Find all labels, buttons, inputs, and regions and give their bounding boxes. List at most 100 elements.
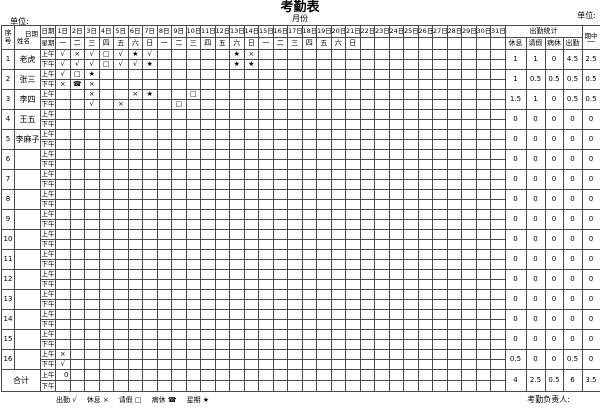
stat-value: 0.5 bbox=[504, 349, 527, 371]
attendance-cell: □ bbox=[98, 49, 114, 61]
attendance-cell bbox=[374, 149, 390, 161]
attendance-cell bbox=[185, 229, 201, 241]
attendance-cell bbox=[214, 139, 230, 151]
attendance-cell bbox=[461, 339, 477, 351]
attendance-cell bbox=[214, 69, 230, 81]
attendance-cell bbox=[84, 109, 100, 121]
attendance-cell bbox=[417, 69, 433, 81]
attendance-cell bbox=[316, 149, 332, 161]
attendance-cell bbox=[461, 219, 477, 231]
attendance-cell bbox=[185, 369, 201, 382]
attendance-cell bbox=[69, 239, 85, 251]
attendance-cell bbox=[272, 209, 288, 221]
weekday-header: 五 bbox=[214, 37, 230, 51]
attendance-cell bbox=[127, 139, 143, 151]
attendance-cell bbox=[461, 319, 477, 331]
attendance-cell bbox=[475, 359, 491, 371]
attendance-cell bbox=[403, 299, 419, 311]
attendance-cell bbox=[330, 279, 346, 291]
attendance-cell bbox=[171, 129, 187, 141]
attendance-cell bbox=[461, 199, 477, 211]
pm-label: 下午 bbox=[40, 259, 56, 271]
attendance-cell bbox=[142, 329, 158, 341]
attendance-cell bbox=[69, 99, 85, 111]
attendance-cell bbox=[214, 299, 230, 311]
attendance-cell bbox=[301, 229, 317, 241]
attendance-cell bbox=[490, 99, 506, 111]
am-label: 上午 bbox=[40, 309, 56, 321]
attendance-cell: ★ bbox=[127, 49, 143, 61]
stat-column-header: 请假 bbox=[525, 37, 546, 51]
attendance-cell bbox=[403, 79, 419, 91]
footer: 出勤 √ 休息 × 请假 □ 病休 ☎ 星期 ★ 考勤负责人: bbox=[56, 394, 570, 405]
attendance-cell bbox=[301, 89, 317, 101]
attendance-cell bbox=[374, 159, 390, 171]
attendance-cell bbox=[156, 339, 172, 351]
attendance-cell bbox=[316, 159, 332, 171]
attendance-cell bbox=[69, 149, 85, 161]
day-header: 15日 bbox=[258, 25, 274, 39]
attendance-cell bbox=[345, 179, 361, 191]
attendance-cell bbox=[446, 219, 462, 231]
attendance-cell bbox=[98, 259, 114, 271]
attendance-cell bbox=[156, 149, 172, 161]
attendance-cell bbox=[461, 359, 477, 371]
day-header: 27日 bbox=[432, 25, 448, 39]
stat-value: 0 bbox=[581, 269, 600, 291]
attendance-cell bbox=[258, 59, 274, 71]
attendance-cell bbox=[272, 239, 288, 251]
attendance-cell bbox=[330, 99, 346, 111]
attendance-cell bbox=[84, 259, 100, 271]
attendance-cell: √ bbox=[69, 59, 85, 71]
attendance-cell bbox=[330, 329, 346, 341]
attendance-cell bbox=[475, 199, 491, 211]
attendance-cell bbox=[214, 229, 230, 241]
stat-value: 0 bbox=[525, 229, 546, 251]
attendance-cell bbox=[432, 380, 448, 393]
attendance-cell bbox=[490, 329, 506, 341]
attendance-cell bbox=[243, 299, 259, 311]
attendance-cell bbox=[69, 319, 85, 331]
attendance-cell bbox=[359, 119, 375, 131]
attendance-cell bbox=[229, 339, 245, 351]
attendance-cell bbox=[359, 339, 375, 351]
attendance-cell bbox=[388, 109, 404, 121]
attendance-cell bbox=[127, 299, 143, 311]
attendance-cell bbox=[432, 119, 448, 131]
attendance-cell bbox=[272, 319, 288, 331]
attendance-cell bbox=[156, 49, 172, 61]
attendance-cell bbox=[359, 69, 375, 81]
attendance-cell bbox=[301, 259, 317, 271]
day-header: 3日 bbox=[84, 25, 100, 39]
attendance-cell bbox=[142, 79, 158, 91]
attendance-cell bbox=[388, 309, 404, 321]
attendance-cell bbox=[127, 309, 143, 321]
attendance-cell bbox=[359, 129, 375, 141]
attendance-cell bbox=[98, 79, 114, 91]
attendance-cell: ★ bbox=[84, 69, 100, 81]
attendance-cell bbox=[417, 299, 433, 311]
attendance-cell bbox=[490, 109, 506, 121]
attendance-cell bbox=[388, 99, 404, 111]
attendance-cell bbox=[301, 319, 317, 331]
attendance-cell bbox=[127, 159, 143, 171]
attendance-cell bbox=[98, 359, 114, 371]
attendance-cell bbox=[69, 359, 85, 371]
weekday-header bbox=[432, 37, 448, 51]
attendance-cell bbox=[84, 119, 100, 131]
attendance-cell bbox=[316, 249, 332, 261]
attendance-cell bbox=[229, 279, 245, 291]
day-header: 14日 bbox=[243, 25, 259, 39]
attendance-cell bbox=[272, 299, 288, 311]
attendance-cell bbox=[446, 339, 462, 351]
employee-name bbox=[14, 209, 41, 231]
attendance-cell bbox=[330, 119, 346, 131]
attendance-cell bbox=[229, 259, 245, 271]
attendance-cell bbox=[403, 369, 419, 382]
attendance-cell bbox=[345, 229, 361, 241]
attendance-cell bbox=[330, 239, 346, 251]
attendance-cell bbox=[127, 199, 143, 211]
attendance-cell bbox=[388, 79, 404, 91]
attendance-cell bbox=[214, 159, 230, 171]
page-title: 考勤表 bbox=[280, 0, 320, 15]
